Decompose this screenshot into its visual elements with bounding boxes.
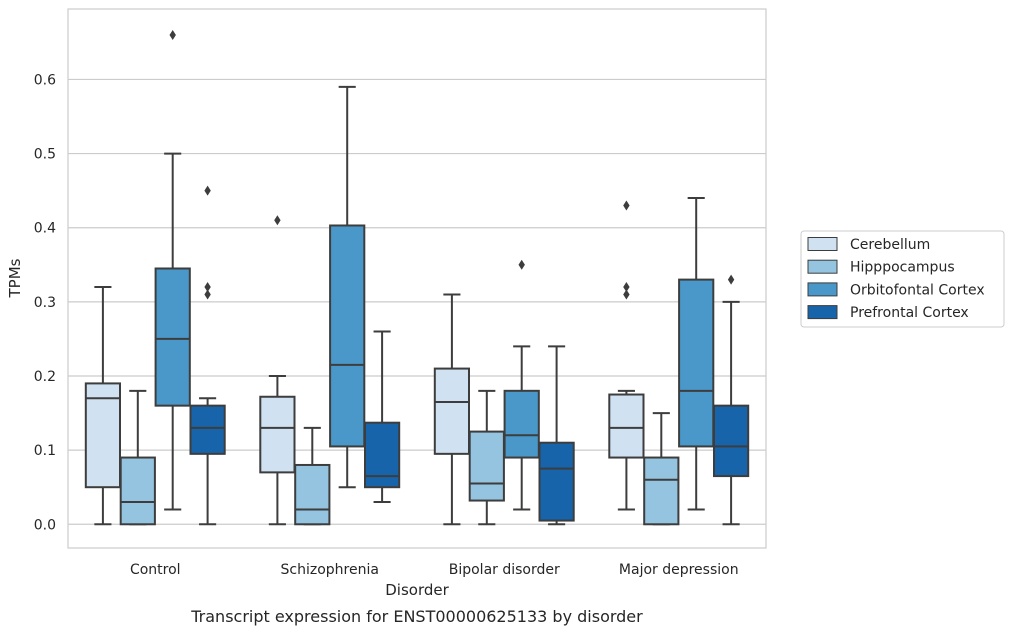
legend-label: Hipppocampus (850, 260, 955, 276)
box-0-3 (189, 185, 226, 526)
box-iqr (189, 404, 226, 455)
y-tick-label: 0.2 (34, 369, 56, 385)
legend-items: Cerebellum Hipppocampus Orbitofontal Corte… (807, 237, 985, 321)
box-iqr (538, 441, 575, 522)
box-3-1 (643, 412, 680, 526)
y-axis-label: TPMs (6, 258, 24, 298)
x-tick-label: Major depression (619, 562, 739, 578)
legend-swatch (807, 282, 838, 297)
box-iqr (294, 463, 331, 526)
box-1-1 (294, 426, 331, 526)
box-2-2 (503, 259, 540, 511)
y-tick-label: 0.3 (34, 295, 56, 311)
x-axis-label: Disorder (385, 581, 449, 599)
box-iqr (363, 421, 401, 489)
box-1-2 (329, 85, 366, 489)
chart-caption: Transcript expression for ENST0000062513… (190, 607, 643, 626)
box-iqr (503, 389, 540, 459)
box-2-0 (433, 293, 471, 526)
box-iqr (712, 404, 750, 478)
legend: Cerebellum Hipppocampus Orbitofontal Corte… (800, 230, 1005, 328)
y-tick-label: 0.4 (34, 221, 56, 237)
box-iqr (119, 456, 156, 526)
outlier-marker (518, 259, 525, 270)
y-tick-label: 0.5 (34, 147, 56, 163)
outlier-marker (204, 282, 211, 293)
y-tick-label: 0.6 (34, 72, 56, 88)
y-tick-label: 0.0 (34, 517, 56, 533)
box-iqr (84, 382, 122, 489)
box-iqr (329, 224, 366, 448)
box-3-0 (608, 200, 645, 511)
outlier-marker (623, 282, 630, 293)
box-0-1 (119, 389, 156, 526)
box-3-2 (678, 197, 715, 511)
box-1-3 (363, 330, 401, 504)
outlier-marker (204, 289, 211, 300)
legend-swatch (807, 259, 838, 274)
outlier-marker (274, 215, 281, 226)
box-iqr (433, 367, 471, 455)
box-2-3 (538, 345, 575, 526)
legend-swatch (807, 305, 838, 320)
x-axis-ticks: Control Schizophrenia Bipolar disorder Majo… (130, 562, 739, 578)
x-tick-label: Control (130, 562, 181, 578)
box-iqr (259, 395, 296, 474)
box-iqr (643, 456, 680, 526)
y-axis-ticks: 0.0 0.1 0.2 0.3 0.4 0.5 0.6 (34, 72, 56, 533)
legend-label: Prefrontal Cortex (850, 305, 969, 321)
legend-swatch (807, 237, 838, 251)
legend-frame (800, 230, 1005, 328)
box-iqr (608, 393, 645, 459)
box-3-3 (712, 274, 750, 526)
outlier-marker (623, 200, 630, 211)
outlier-marker (623, 289, 630, 300)
box-1-0 (259, 215, 296, 526)
box-0-2 (154, 29, 191, 511)
box-series (84, 29, 750, 526)
box-iqr (154, 267, 191, 407)
outlier-marker (169, 29, 176, 40)
y-tick-label: 0.1 (34, 443, 56, 459)
outlier-marker (727, 274, 735, 285)
x-tick-label: Schizophrenia (281, 562, 379, 578)
box-iqr (678, 278, 715, 448)
box-0-0 (84, 286, 122, 526)
box-2-1 (468, 389, 505, 526)
box-iqr (468, 430, 505, 502)
outlier-marker (204, 185, 211, 196)
legend-label: Orbitofontal Cortex (850, 282, 985, 298)
legend-label: Cerebellum (850, 237, 930, 253)
x-tick-label: Bipolar disorder (449, 562, 560, 578)
